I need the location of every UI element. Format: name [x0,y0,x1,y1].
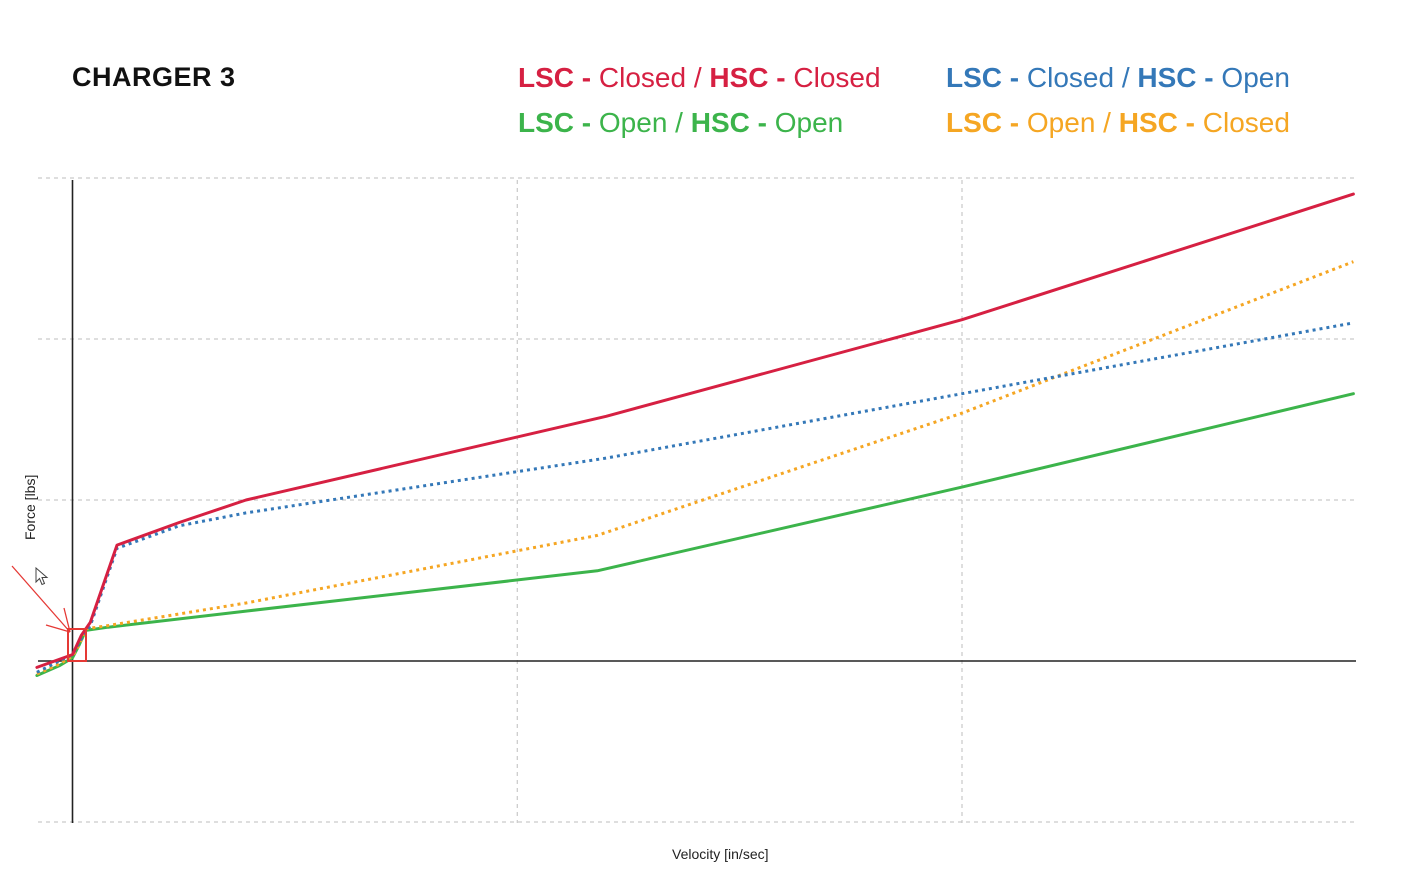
mouse-cursor-icon [35,567,49,586]
legend-separator: - [574,62,599,93]
legend-separator: - [768,62,794,93]
chart-title: CHARGER 3 [72,62,236,92]
legend-hsc-state: Closed [793,62,881,93]
annotation-highlight-box [67,628,87,662]
x-axis-label: Velocity [in/sec] [672,846,769,862]
legend-entry-lsc-closed-hsc-open: LSC - Closed / HSC - Open [946,62,1290,94]
legend-entry-lsc-closed-hsc-closed: LSC - Closed / HSC - Closed [518,62,881,94]
series-line-lsc-closed-hsc-closed [35,192,1355,669]
y-axis-label: Force [lbs] [22,474,38,540]
legend-slash: / [1095,107,1119,138]
legend-lsc-label: LSC [946,107,1002,138]
annotation-arrow [63,607,71,633]
legend-slash: / [1114,62,1138,93]
legend-entry-lsc-open-hsc-closed: LSC - Open / HSC - Closed [946,107,1290,139]
legend-lsc-state: Open [598,107,668,138]
legend-separator: - [1002,107,1027,138]
annotation-arrow [11,565,71,633]
series-line-lsc-open-hsc-open [35,392,1355,677]
legend-lsc-state: Closed [598,62,687,93]
legend-hsc-state: Open [774,107,844,138]
legend-hsc-label: HSC [709,62,769,93]
legend-hsc-label: HSC [1118,107,1178,138]
legend-separator: - [1177,107,1203,138]
legend-hsc-state: Open [1221,62,1290,93]
legend-hsc-label: HSC [1137,62,1197,93]
legend-separator: - [1196,62,1222,93]
legend-hsc-state: Closed [1202,107,1290,138]
series-line-lsc-closed-hsc-open [36,321,1354,674]
legend-lsc-label: LSC [518,62,574,93]
legend-separator: - [749,107,775,138]
legend-separator: - [574,107,599,138]
legend-lsc-state: Open [1026,107,1096,138]
legend-lsc-label: LSC [946,62,1002,93]
legend-slash: / [686,62,710,93]
legend-lsc-state: Closed [1026,62,1115,93]
legend-hsc-label: HSC [690,107,750,138]
legend-lsc-label: LSC [518,107,574,138]
annotation-arrow [45,624,71,633]
legend-separator: - [1002,62,1027,93]
legend-slash: / [667,107,691,138]
legend-entry-lsc-open-hsc-open: LSC - Open / HSC - Open [518,107,843,139]
